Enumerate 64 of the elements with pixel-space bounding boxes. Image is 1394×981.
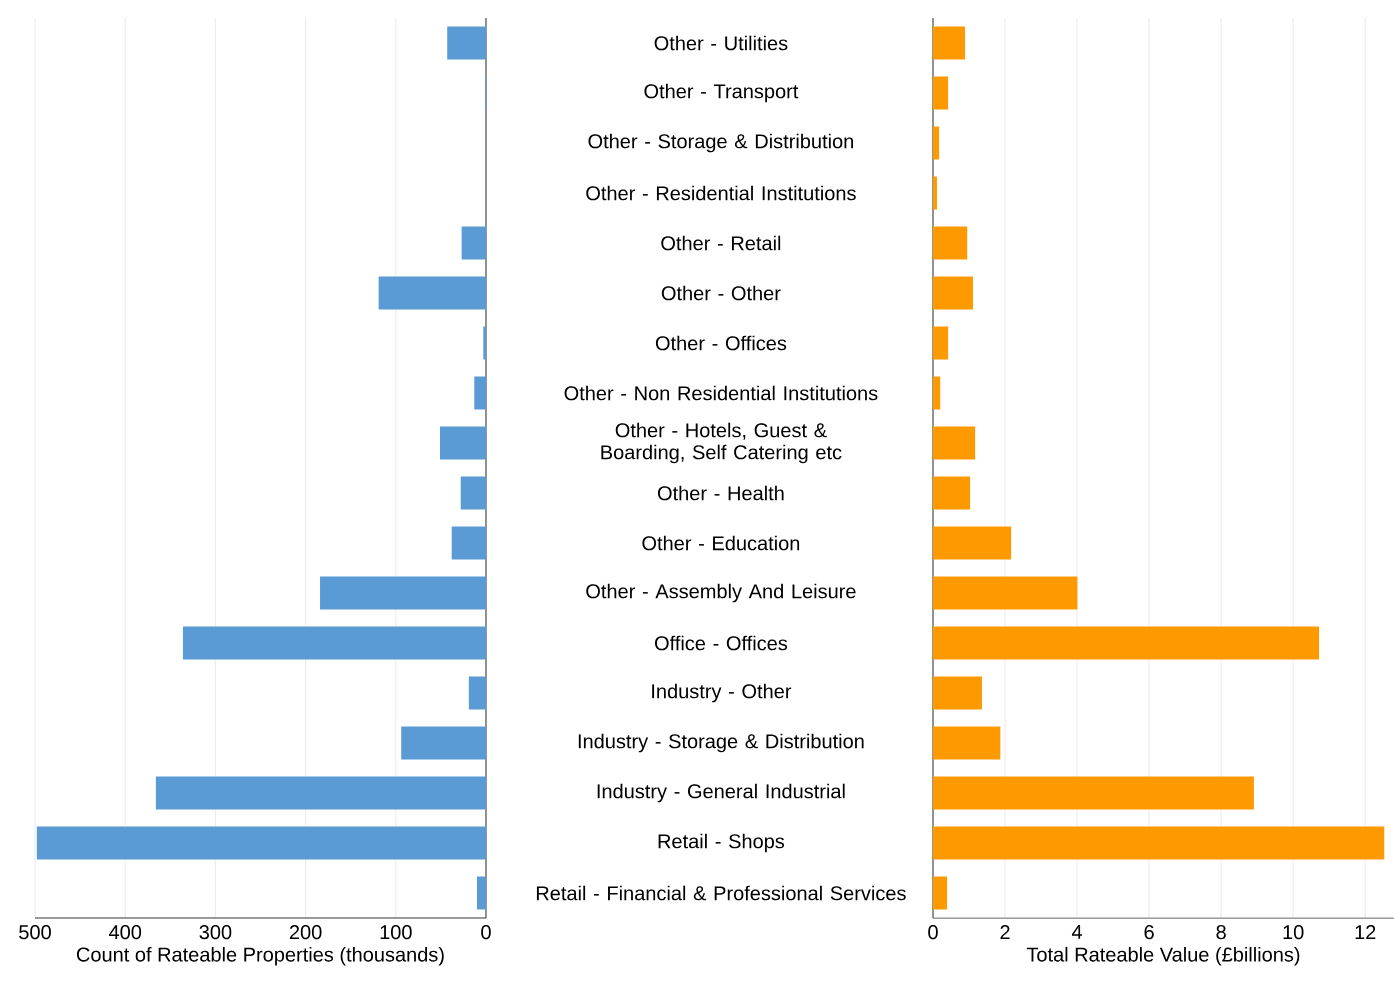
y-tick-label: Other - Other	[661, 285, 781, 301]
x-tick-label: 500	[19, 925, 51, 940]
y-tick-label: Other - Offices	[655, 335, 787, 351]
y-tick-label: Other - Non Residential Institutions	[564, 385, 878, 401]
x-axis-title: Count of Rateable Properties (thousands)	[76, 946, 444, 966]
x-tick-label: 8	[1216, 925, 1226, 940]
x-tick-label: 400	[108, 925, 142, 940]
x-tick-label: 2	[1000, 925, 1010, 940]
y-tick-label: Other - Assembly And Leisure	[586, 583, 856, 603]
y-tick-label: Industry - Storage & Distribution	[578, 733, 864, 753]
x-tick-label: 300	[199, 925, 232, 940]
bar	[461, 226, 486, 260]
y-tick-label: Industry - Other	[652, 683, 792, 703]
x-tick-label: 6	[1144, 925, 1154, 940]
x-tick-label: 200	[289, 925, 322, 940]
bar	[401, 726, 486, 760]
y-tick-label: Office - Offices	[655, 635, 788, 651]
bar	[933, 426, 976, 460]
x-tick-label: 10	[1283, 925, 1304, 940]
bar	[460, 476, 486, 510]
bar	[439, 426, 486, 460]
bar	[474, 376, 486, 410]
x-tick-label: 12	[1355, 925, 1376, 940]
bar	[933, 226, 968, 260]
x-tick-label: 0	[481, 925, 491, 940]
bar	[155, 776, 486, 810]
bar	[933, 876, 948, 910]
bar	[451, 526, 486, 560]
y-tick-label: Other - Storage & Distribution	[588, 133, 853, 153]
x-tick-label: 0	[928, 925, 938, 940]
bar	[378, 276, 486, 310]
bar	[468, 676, 486, 710]
bar	[36, 826, 486, 860]
bar	[933, 376, 941, 410]
y-tick-label: Other - Hotels, Guest & Boarding, Self Catering etc	[601, 422, 842, 464]
bar	[933, 176, 937, 210]
bar	[933, 276, 973, 310]
bar	[933, 776, 1254, 810]
bar	[933, 826, 1385, 860]
bar	[933, 126, 940, 160]
y-tick-label: Other - Utilities	[654, 35, 788, 51]
y-tick-label: Industry - General Industrial	[597, 783, 845, 803]
y-tick-label: Other - Education	[642, 535, 800, 551]
y-tick-label: Other - Health	[657, 485, 784, 501]
bar	[933, 576, 1078, 610]
bar	[320, 576, 486, 610]
bar	[933, 676, 982, 710]
bar	[182, 626, 486, 660]
x-tick-label: 4	[1071, 925, 1083, 939]
y-tick-label: Retail - Financial & Professional Services	[536, 885, 906, 901]
bar	[933, 476, 971, 510]
y-tick-label: Other - Residential Institutions	[586, 185, 856, 201]
bar	[933, 326, 949, 360]
y-tick-label: Retail - Shops	[658, 833, 785, 853]
x-tick-label: 100	[380, 925, 412, 940]
x-axis-title: Total Rateable Value (£billions)	[1026, 946, 1300, 966]
y-tick-label: Other - Transport	[644, 83, 799, 103]
y-tick-label: Other - Retail	[661, 235, 781, 251]
bar	[933, 626, 1320, 660]
bar	[447, 26, 486, 60]
bar	[933, 526, 1012, 560]
bar	[933, 76, 949, 110]
bar	[933, 726, 1001, 760]
bar	[933, 26, 966, 60]
